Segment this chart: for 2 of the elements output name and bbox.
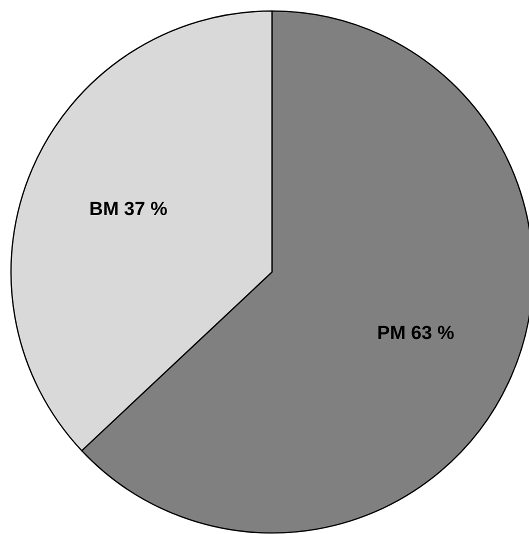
slice-label: PM 63 %: [377, 323, 454, 344]
slice-label: BM 37 %: [89, 198, 168, 220]
